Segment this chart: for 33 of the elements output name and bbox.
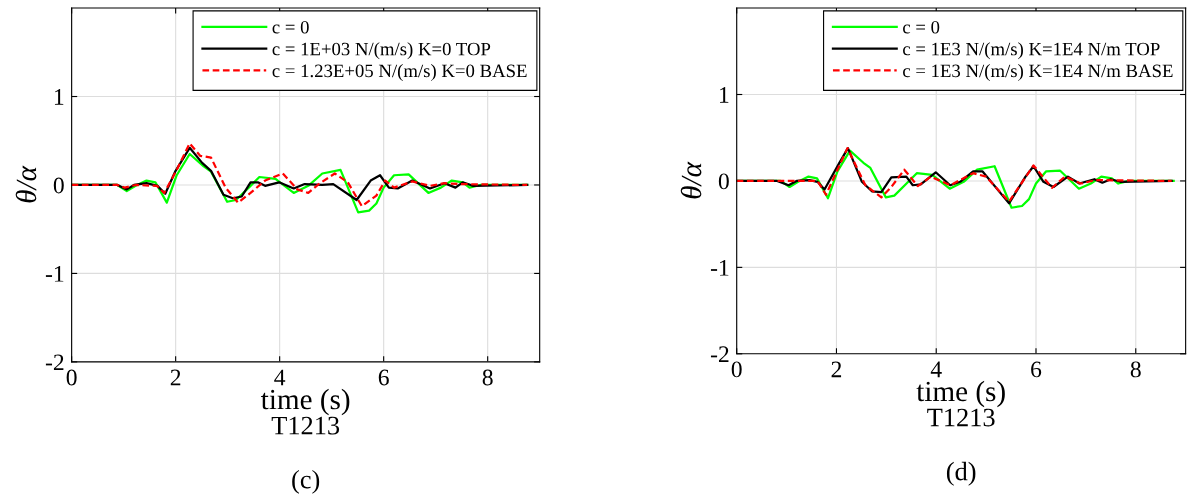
y-tick-label: -2 [45, 354, 64, 371]
x-tick-label: 6 [1031, 361, 1042, 378]
x-axis-title: time (s) [261, 388, 350, 416]
y-axis-title: θ/α [15, 165, 37, 203]
legend-label: c = 1.23E+05 N/(m/s) K=0 BASE [272, 63, 527, 81]
x-tick-label: 4 [274, 369, 286, 386]
text: T1213 [927, 408, 995, 427]
x-tick-label: 2 [831, 361, 842, 378]
text: (d) [946, 461, 976, 486]
legend-label: c = 0 [272, 20, 309, 34]
x-tick-label: 8 [482, 369, 493, 386]
x-axis-title: time (s) [916, 380, 1005, 408]
y-tick-label: 0 [53, 177, 64, 194]
x-tick-label: 2 [170, 369, 181, 386]
text: T1213 [271, 416, 340, 435]
y-tick-label: -1 [45, 266, 64, 282]
legend-label: c = 0 [903, 20, 940, 34]
legend-label: c = 1E3 N/(m/s) K=1E4 N/m BASE [903, 63, 1173, 81]
y-axis-title: θ/α [680, 161, 702, 199]
text: (c) [292, 469, 320, 494]
line-series [71, 142, 529, 208]
x-tick-label: 8 [1130, 361, 1141, 378]
x-tick-label: 0 [731, 361, 742, 378]
y-tick-label: -2 [710, 346, 729, 362]
x-tick-label: 6 [378, 369, 389, 386]
legend-label: c = 1E+03 N/(m/s) K=0 TOP [272, 42, 491, 60]
y-tick-label: -1 [710, 259, 729, 276]
x-tick-label: 0 [66, 369, 77, 386]
y-tick-label: 0 [718, 173, 729, 190]
y-tick-label: 1 [54, 89, 64, 105]
x-tick-label: 4 [930, 361, 942, 378]
legend-label: c = 1E3 N/(m/s) K=1E4 N/m TOP [903, 42, 1160, 60]
y-tick-label: 1 [720, 87, 729, 103]
